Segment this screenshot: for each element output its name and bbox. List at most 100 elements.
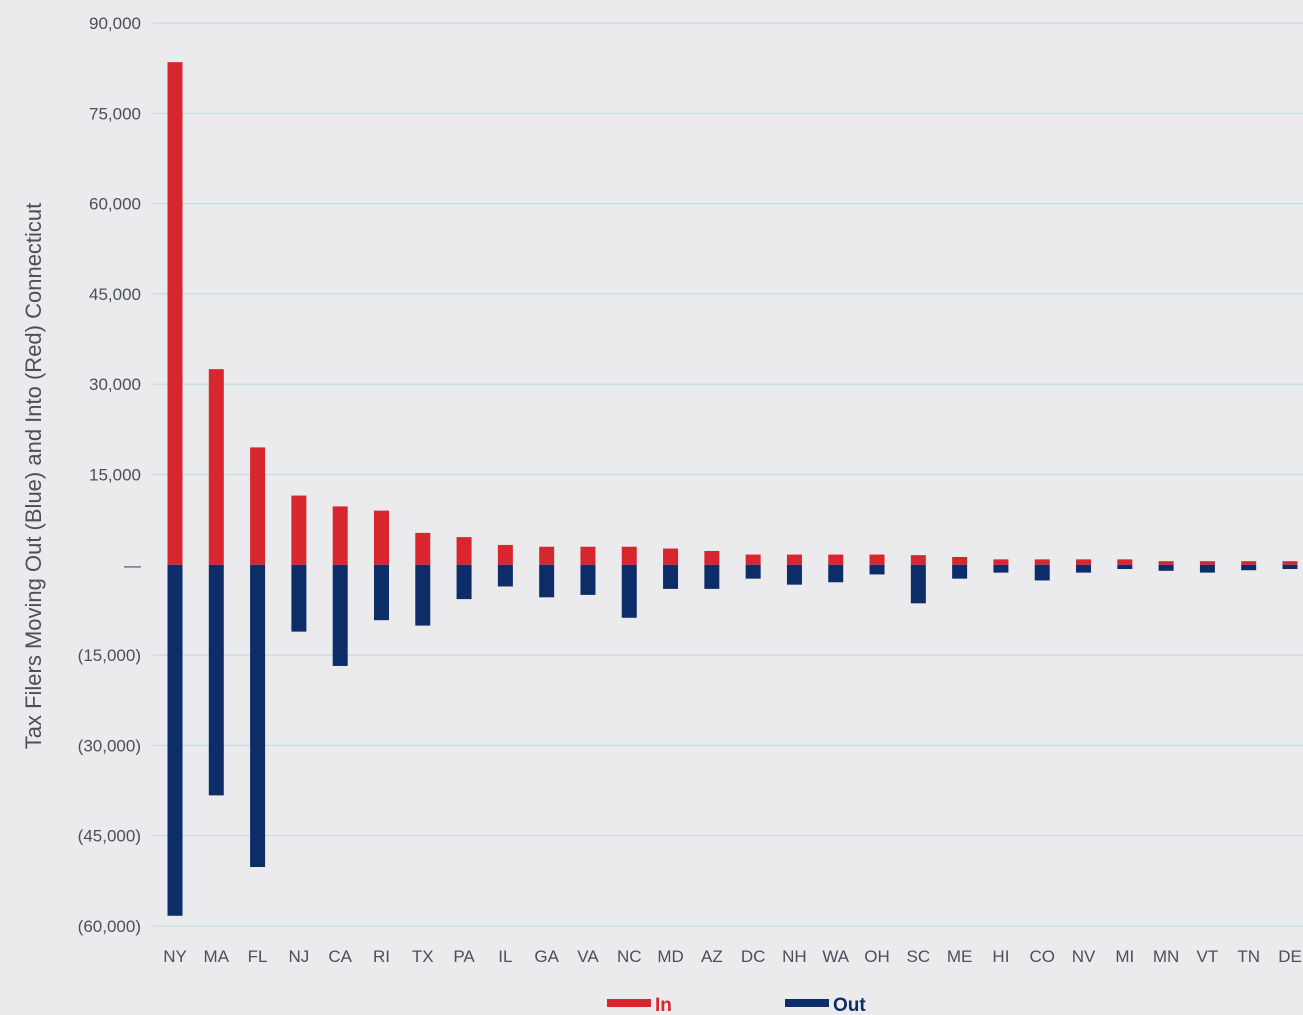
x-tick-label: ME bbox=[947, 947, 973, 966]
bar-out-de bbox=[1282, 564, 1298, 570]
bar-in-ma bbox=[208, 369, 224, 565]
bar-in-mi bbox=[1117, 559, 1133, 565]
bar-in-ri bbox=[373, 510, 389, 565]
bar-in-ca bbox=[332, 506, 348, 565]
bar-in-sc bbox=[910, 555, 926, 565]
y-tick-label: 90,000 bbox=[89, 14, 141, 33]
bar-out-mn bbox=[1158, 564, 1174, 571]
bar-in-me bbox=[952, 556, 968, 565]
bar-out-me bbox=[952, 564, 968, 579]
x-tick-label: OH bbox=[864, 947, 890, 966]
bar-in-mn bbox=[1158, 561, 1174, 565]
x-tick-label: IL bbox=[498, 947, 512, 966]
x-tick-label: MA bbox=[204, 947, 230, 966]
x-tick-label: TN bbox=[1237, 947, 1260, 966]
y-axis-ticks: 90,000 75,000 60,000 45,000 30,000 15,000 — (15… bbox=[78, 14, 141, 936]
x-tick-label: VT bbox=[1197, 947, 1219, 966]
bar-out-co bbox=[1034, 564, 1050, 581]
x-tick-label: NJ bbox=[288, 947, 309, 966]
bars bbox=[167, 62, 1298, 916]
bar-out-wa bbox=[828, 564, 844, 583]
x-tick-label: WA bbox=[822, 947, 849, 966]
bar-in-co bbox=[1034, 559, 1050, 565]
y-tick-label: — bbox=[124, 556, 141, 575]
bar-in-nv bbox=[1076, 559, 1092, 565]
bar-in-de bbox=[1282, 561, 1298, 565]
x-axis-categories: NY MA FL NJ CA RI TX PA IL GA VA NC MD AZ DC NH WA OH SC ME… bbox=[163, 947, 1302, 966]
y-tick-label: 75,000 bbox=[89, 104, 141, 123]
x-tick-label: CA bbox=[328, 947, 352, 966]
y-tick-label: 30,000 bbox=[89, 375, 141, 394]
bar-in-nc bbox=[621, 546, 637, 565]
bar-in-pa bbox=[456, 537, 472, 565]
bar-in-hi bbox=[993, 559, 1009, 565]
bar-in-va bbox=[580, 546, 596, 565]
bar-in-nh bbox=[786, 554, 802, 565]
x-tick-label: GA bbox=[534, 947, 559, 966]
bar-out-ri bbox=[373, 564, 389, 621]
bar-out-nc bbox=[621, 564, 637, 618]
x-tick-label: RI bbox=[373, 947, 390, 966]
y-tick-label: (30,000) bbox=[78, 736, 141, 755]
bar-in-dc bbox=[745, 554, 761, 565]
legend-swatch-out bbox=[785, 999, 829, 1007]
x-tick-label: SC bbox=[907, 947, 931, 966]
bar-in-ga bbox=[539, 546, 555, 565]
legend: In Out bbox=[607, 995, 866, 1015]
grid bbox=[153, 22, 1303, 927]
bar-out-mi bbox=[1117, 564, 1133, 570]
y-tick-label: 45,000 bbox=[89, 285, 141, 304]
x-tick-label: MN bbox=[1153, 947, 1179, 966]
x-tick-label: CO bbox=[1029, 947, 1055, 966]
bar-in-tx bbox=[415, 532, 431, 565]
bar-out-pa bbox=[456, 564, 472, 600]
legend-swatch-in bbox=[607, 999, 651, 1007]
bar-out-az bbox=[704, 564, 720, 589]
x-tick-label: NC bbox=[617, 947, 642, 966]
bar-in-nj bbox=[291, 495, 307, 565]
x-tick-label: TX bbox=[412, 947, 434, 966]
bar-out-vt bbox=[1199, 564, 1215, 573]
bar-out-nv bbox=[1076, 564, 1092, 573]
bar-out-ny bbox=[167, 564, 183, 916]
x-tick-label: NY bbox=[163, 947, 187, 966]
bar-out-nj bbox=[291, 564, 307, 632]
bar-in-ny bbox=[167, 62, 183, 565]
legend-label-in: In bbox=[655, 995, 672, 1015]
bar-out-tx bbox=[415, 564, 431, 626]
legend-label-out: Out bbox=[833, 995, 866, 1015]
bar-out-fl bbox=[250, 564, 266, 868]
bar-in-az bbox=[704, 550, 720, 565]
bar-in-il bbox=[497, 544, 513, 565]
bar-out-ca bbox=[332, 564, 348, 666]
bar-out-nh bbox=[786, 564, 802, 585]
y-tick-label: (15,000) bbox=[78, 646, 141, 665]
bar-out-tn bbox=[1241, 564, 1257, 571]
x-tick-label: DC bbox=[741, 947, 766, 966]
bar-in-vt bbox=[1199, 561, 1215, 565]
bar-in-fl bbox=[250, 447, 266, 565]
bar-in-md bbox=[663, 548, 679, 565]
y-tick-label: 15,000 bbox=[89, 466, 141, 485]
y-tick-label: (60,000) bbox=[78, 917, 141, 936]
bar-out-sc bbox=[910, 564, 926, 604]
bar-out-va bbox=[580, 564, 596, 595]
x-tick-label: MD bbox=[657, 947, 683, 966]
bar-out-ga bbox=[539, 564, 555, 598]
x-tick-label: FL bbox=[248, 947, 268, 966]
bar-out-ma bbox=[208, 564, 224, 796]
bar-out-il bbox=[497, 564, 513, 587]
bar-out-hi bbox=[993, 564, 1009, 573]
x-tick-label: NH bbox=[782, 947, 807, 966]
x-tick-label: HI bbox=[992, 947, 1009, 966]
x-tick-label: PA bbox=[453, 947, 475, 966]
x-tick-label: MI bbox=[1115, 947, 1134, 966]
y-tick-label: (45,000) bbox=[78, 827, 141, 846]
x-tick-label: VA bbox=[577, 947, 599, 966]
bar-in-wa bbox=[828, 554, 844, 565]
x-tick-label: AZ bbox=[701, 947, 723, 966]
x-tick-label: DE bbox=[1278, 947, 1302, 966]
bar-in-tn bbox=[1241, 561, 1257, 565]
y-tick-label: 60,000 bbox=[89, 195, 141, 214]
